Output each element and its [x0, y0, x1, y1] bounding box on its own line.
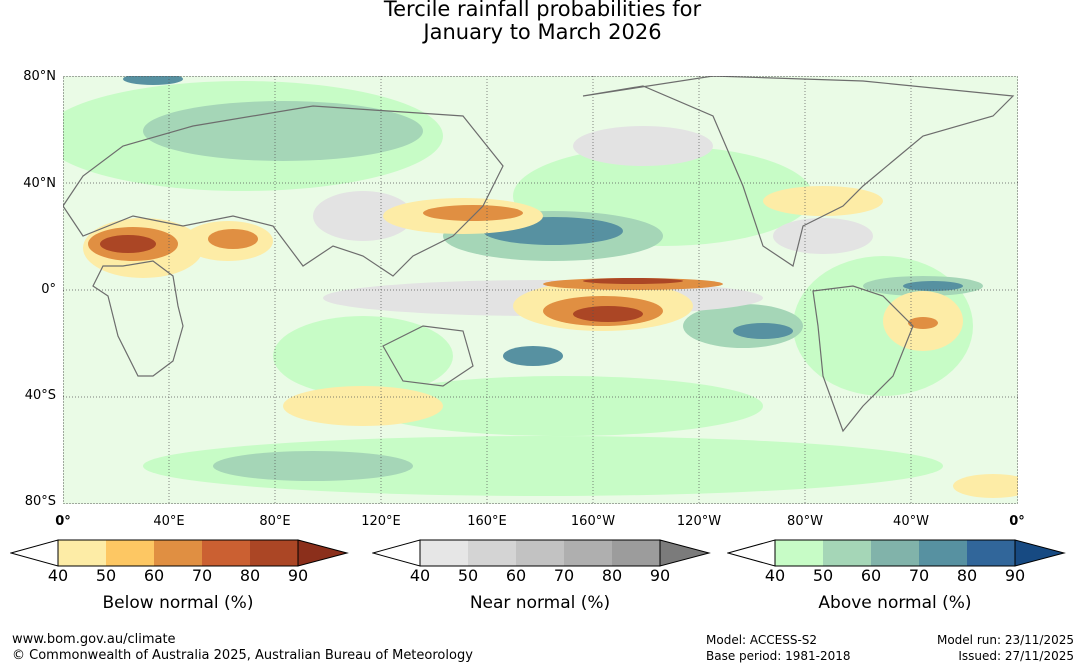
legend-near-tick-70: 70	[553, 566, 575, 585]
lon-label-80w: 80°W	[787, 514, 823, 529]
legend-above-swatch-40	[775, 540, 823, 566]
footer-base-period: Base period: 1981-2018	[706, 649, 851, 663]
footer-model: Model: ACCESS-S2	[706, 633, 818, 647]
map-title-line1: Tercile rainfall probabilities for	[383, 0, 702, 21]
legend-below-tick-50: 50	[95, 566, 117, 585]
lon-label-0-right: 0°	[1009, 514, 1025, 529]
legend-above-normal	[727, 539, 1066, 567]
legend-near-tick-60: 60	[505, 566, 527, 585]
legend-above-tick-90: 90	[1004, 566, 1026, 585]
legend-near-swatch-40	[420, 540, 468, 566]
legend-below-swatch-under	[10, 539, 59, 567]
footer-website[interactable]: www.bom.gov.au/climate	[12, 632, 176, 647]
lon-label-160e: 160°E	[467, 514, 507, 529]
lat-label-80n: 80°N	[23, 69, 56, 84]
legend-below-swatch-80	[250, 540, 298, 566]
legend-above-tick-50: 50	[812, 566, 834, 585]
lat-label-0: 0°	[41, 282, 56, 297]
lon-label-160w: 160°W	[570, 514, 616, 529]
legend-above-tick-70: 70	[908, 566, 930, 585]
legend-near-tick-90: 90	[649, 566, 671, 585]
legend-below-tick-60: 60	[143, 566, 165, 585]
legend-near-swatch-over	[659, 539, 711, 567]
legend-above-swatch-60	[871, 540, 919, 566]
legend-near-swatch-under	[372, 539, 421, 567]
legend-near-tick-80: 80	[601, 566, 623, 585]
legend-above-tick-40: 40	[764, 566, 786, 585]
legend-near-normal	[372, 539, 711, 567]
legend-above-tick-60: 60	[860, 566, 882, 585]
legend-near-swatch-50	[468, 540, 516, 566]
footer-model-run: Model run: 23/11/2025	[936, 633, 1074, 647]
legend-below-swatch-60	[154, 540, 202, 566]
legend-near-tick-50: 50	[457, 566, 479, 585]
legend-above-tick-80: 80	[956, 566, 978, 585]
legend-below-normal	[10, 539, 349, 567]
lat-label-40n: 40°N	[23, 176, 56, 191]
lat-label-40s: 40°S	[24, 388, 56, 403]
lat-label-80s: 80°S	[24, 494, 56, 509]
lon-label-80e: 80°E	[259, 514, 291, 529]
legend-below-tick-70: 70	[191, 566, 213, 585]
lon-label-120w: 120°W	[676, 514, 722, 529]
legend-near-tick-40: 40	[409, 566, 431, 585]
legend-below-swatch-over	[297, 539, 349, 567]
legend-below-title: Below normal (%)	[102, 593, 254, 613]
legend-above-swatch-over	[1014, 539, 1066, 567]
legend-near-swatch-70	[564, 540, 612, 566]
legend-near-swatch-80	[612, 540, 660, 566]
footer-copyright: © Commonwealth of Australia 2025, Austra…	[12, 648, 473, 663]
legend-below-swatch-50	[106, 540, 154, 566]
legend-above-swatch-70	[919, 540, 967, 566]
legend-above-swatch-80	[967, 540, 1015, 566]
rainfall-probability-map	[63, 76, 1018, 504]
legend-below-swatch-40	[58, 540, 106, 566]
legend-below-tick-40: 40	[47, 566, 69, 585]
legend-above-title: Above normal (%)	[818, 593, 972, 613]
legend-below-swatch-70	[202, 540, 250, 566]
legend-below-tick-80: 80	[239, 566, 261, 585]
lon-label-0-left: 0°	[55, 514, 71, 529]
lon-label-40e: 40°E	[153, 514, 185, 529]
graticule	[63, 76, 1018, 504]
coastlines	[63, 76, 1015, 433]
legend-below-tick-90: 90	[287, 566, 309, 585]
lon-label-40w: 40°W	[893, 514, 929, 529]
legend-near-swatch-60	[516, 540, 564, 566]
footer-issued: Issued: 27/11/2025	[958, 649, 1074, 663]
legend-above-swatch-under	[727, 539, 776, 567]
lon-label-120e: 120°E	[361, 514, 401, 529]
below-normal-very-strong	[100, 235, 683, 322]
legend-near-title: Near normal (%)	[469, 593, 611, 613]
legend-above-swatch-50	[823, 540, 871, 566]
map-title-line2: January to March 2026	[423, 20, 662, 44]
